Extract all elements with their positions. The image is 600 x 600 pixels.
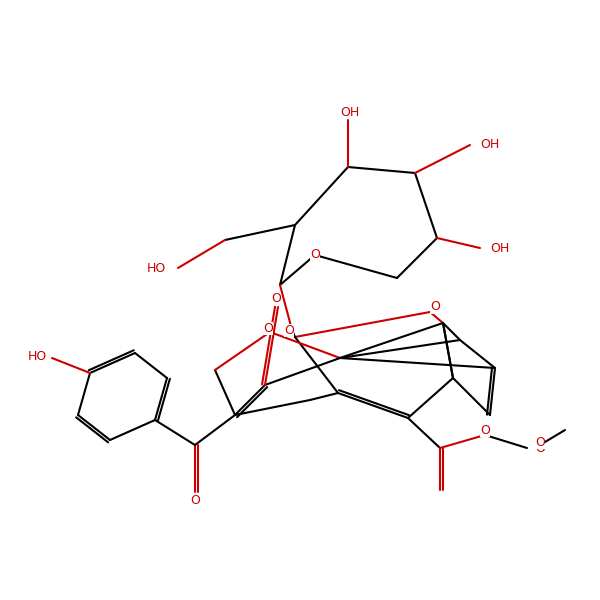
Text: O: O [271,292,281,305]
Text: O: O [535,442,545,455]
Text: O: O [190,493,200,506]
Text: O: O [263,322,273,335]
Text: OH: OH [490,241,509,254]
Text: O: O [480,424,490,437]
Text: HO: HO [147,262,166,275]
Text: O: O [430,301,440,313]
Text: O: O [310,248,320,262]
Text: OH: OH [340,106,359,118]
Text: O: O [284,323,294,337]
Text: O: O [535,436,545,449]
Text: HO: HO [28,349,47,362]
Text: OH: OH [480,139,499,151]
